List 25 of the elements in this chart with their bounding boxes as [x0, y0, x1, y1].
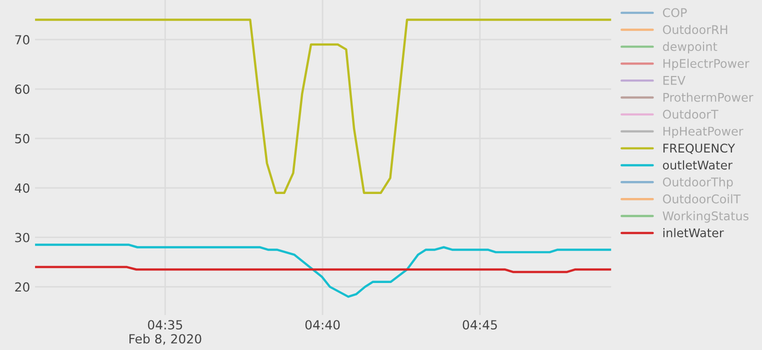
y-tick-label: 50 — [15, 134, 30, 144]
legend-label: OutdoorCoilT — [662, 194, 741, 204]
legend-label: WorkingStatus — [662, 211, 748, 223]
x-tick-label: 04:35 Feb 8, 2020 — [129, 320, 202, 345]
legend-label: inletWater — [663, 228, 724, 238]
legend-label: outletWater — [662, 160, 732, 170]
legend-label: HpHeatPower — [663, 126, 744, 138]
line-series — [35, 244, 612, 298]
y-tick-label: 20 — [15, 282, 30, 292]
legend-label: dewpoint — [662, 42, 718, 54]
legend-label: OutdoorT — [662, 110, 718, 119]
y-tick-label: 40 — [14, 183, 30, 193]
legend-label: ProthermPower — [663, 92, 754, 102]
legend-label: EEV — [663, 76, 686, 85]
legend-label: HpElectrPower — [663, 58, 750, 70]
legend-label: OutdoorRH — [662, 24, 728, 34]
legend-label: FREQUENCY — [663, 144, 736, 154]
y-tick-label: 70 — [15, 35, 30, 44]
x-tick-label: 04:45 — [462, 320, 497, 330]
legend-label: OutdoorThp — [662, 177, 733, 189]
legend-label: COP — [662, 8, 687, 18]
y-tick-label: 30 — [15, 232, 30, 242]
x-tick-label: 04:40 — [305, 320, 340, 330]
y-tick-label: 60 — [15, 84, 30, 94]
line-series — [35, 18, 612, 194]
